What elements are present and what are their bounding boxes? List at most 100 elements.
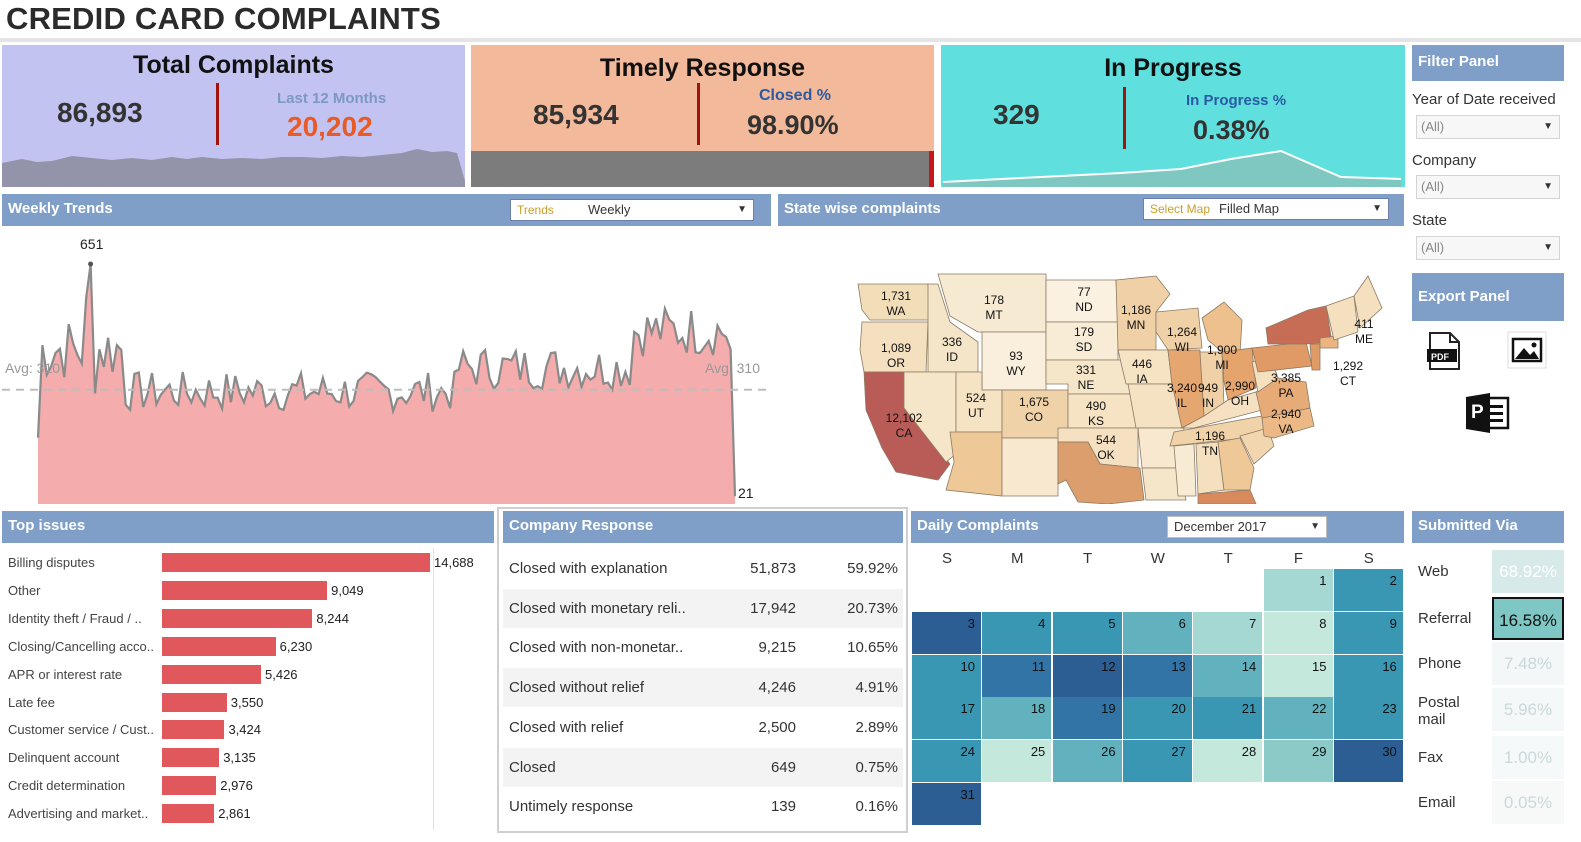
calendar-day[interactable]: 14 [1193,654,1263,697]
calendar-day[interactable]: 6 [1122,611,1192,654]
chevron-down-icon: ▼ [1543,181,1553,192]
issue-bar[interactable] [162,748,220,768]
company-response-row[interactable]: Closed with monetary reli.. 17,942 20.73% [503,588,903,628]
calendar-day[interactable]: 5 [1052,611,1122,654]
calendar-day[interactable]: 3 [912,611,981,654]
calendar-day[interactable]: 31 [912,783,981,825]
submitted-via-value[interactable]: 0.05% [1492,781,1564,824]
submitted-via-value[interactable]: 68.92% [1492,550,1564,593]
issue-bar[interactable] [162,608,313,628]
company-response-row[interactable]: Closed 649 0.75% [503,747,903,787]
weekday-header: T [1083,550,1093,567]
kpi-progress-title: In Progress [1104,54,1242,82]
map-value-label: 411 [1354,317,1373,331]
calendar-day[interactable]: 15 [1263,654,1333,697]
kpi-progress-card: In Progress 329 In Progress % 0.38% [941,45,1405,187]
title-divider [0,38,1581,42]
company-filter-value: (All) [1421,179,1445,194]
calendar-day[interactable]: 29 [1263,740,1333,783]
response-name: Closed [509,758,556,776]
calendar-day[interactable]: 8 [1263,611,1333,654]
top-issues-header: Top issues [2,511,494,543]
issue-bar[interactable] [162,804,215,824]
map-value-label: 179 [1074,325,1094,339]
year-filter-select[interactable]: (All) ▼ [1416,115,1560,139]
export-powerpoint-button[interactable]: P [1466,393,1510,433]
year-filter-value: (All) [1421,119,1445,134]
response-count: 649 [770,758,796,776]
submitted-via-label: Postal mail [1418,694,1460,728]
export-pdf-button[interactable]: PDF [1426,331,1462,371]
issue-bar[interactable] [162,553,430,572]
issue-bar[interactable] [162,720,225,740]
calendar-day[interactable]: 21 [1193,697,1263,740]
chevron-down-icon: ▼ [1372,203,1382,214]
submitted-via-value[interactable]: 16.58% [1492,597,1564,640]
issue-bar[interactable] [162,636,276,656]
state-filter-select[interactable]: (All) ▼ [1416,236,1560,260]
issue-bar[interactable] [162,664,261,684]
map-value-label: 2,990 [1225,379,1255,393]
calendar-day[interactable]: 18 [982,697,1052,740]
company-response-row[interactable]: Untimely response 139 0.16% [503,787,903,827]
submitted-via-value[interactable]: 1.00% [1492,736,1564,779]
map-state-label: SD [1076,340,1093,354]
calendar-day[interactable]: 12 [1052,654,1122,697]
issue-value: 2,976 [220,778,253,794]
issue-label: Credit determination [8,778,126,794]
state-az [945,431,1003,497]
calendar-day[interactable]: 13 [1122,654,1192,697]
calendar-day[interactable]: 20 [1122,697,1192,740]
submitted-via-value[interactable]: 7.48% [1492,642,1564,685]
map-state-label: OH [1231,394,1249,408]
calendar-day[interactable]: 24 [912,740,981,783]
calendar-day[interactable]: 7 [1193,611,1263,654]
company-response-row[interactable]: Closed without relief 4,246 4.91% [503,668,903,708]
submitted-via-value[interactable]: 5.96% [1492,688,1564,731]
map-value-label: 544 [1096,433,1116,447]
calendar-day[interactable]: 1 [1263,569,1333,611]
calendar-day[interactable]: 27 [1122,740,1192,783]
company-response-row[interactable]: Closed with explanation 51,873 59.92% [503,549,903,588]
issue-label: Identity theft / Fraud / .. [8,610,142,626]
map-type-dropdown[interactable]: Select Map Filled Map ▼ [1143,198,1389,220]
calendar-day[interactable]: 11 [982,654,1052,697]
calendar-day[interactable]: 10 [912,654,981,697]
calendar-day[interactable]: 23 [1333,697,1403,740]
state-wi [1155,307,1203,351]
calendar-day[interactable]: 26 [1052,740,1122,783]
dashboard-title: CREDID CARD COMPLAINTS [6,1,441,36]
export-image-button[interactable] [1507,331,1547,369]
kpi-divider [1123,87,1126,149]
response-count: 4,246 [758,679,796,697]
calendar-day[interactable]: 9 [1333,611,1403,654]
company-filter-select[interactable]: (All) ▼ [1416,175,1560,199]
calendar-day[interactable]: 25 [982,740,1052,783]
trends-dropdown[interactable]: Trends Weekly ▼ [510,199,754,221]
calendar-day[interactable]: 16 [1333,654,1403,697]
map-state-label: ND [1075,300,1093,314]
weekday-header: F [1293,550,1304,567]
calendar-day[interactable]: 19 [1052,697,1122,740]
map-value-label: 524 [966,391,986,405]
map-value-label: 178 [984,293,1004,307]
calendar-day[interactable]: 28 [1193,740,1263,783]
calendar-day[interactable]: 30 [1333,740,1403,783]
issue-bar[interactable] [162,580,328,600]
company-response-row[interactable]: Closed with non-monetar.. 9,215 10.65% [503,628,903,668]
map-state-label: UT [968,406,985,420]
month-dropdown[interactable]: December 2017 ▼ [1167,516,1327,538]
submitted-via-label: Phone [1418,655,1462,672]
calendar-day[interactable]: 2 [1333,569,1403,611]
issue-bar[interactable] [162,692,227,712]
response-percent: 4.91% [855,679,898,697]
issue-label: Customer service / Cust.. [8,722,154,738]
map-state-label: KS [1088,414,1104,428]
kpi-total-card: Total Complaints 86,893 Last 12 Months 2… [2,45,465,187]
calendar-day[interactable]: 17 [912,697,981,740]
company-response-row[interactable]: Closed with relief 2,500 2.89% [503,707,903,747]
calendar-day[interactable]: 22 [1263,697,1333,740]
issue-bar[interactable] [162,776,217,796]
calendar-day[interactable]: 4 [982,611,1052,654]
